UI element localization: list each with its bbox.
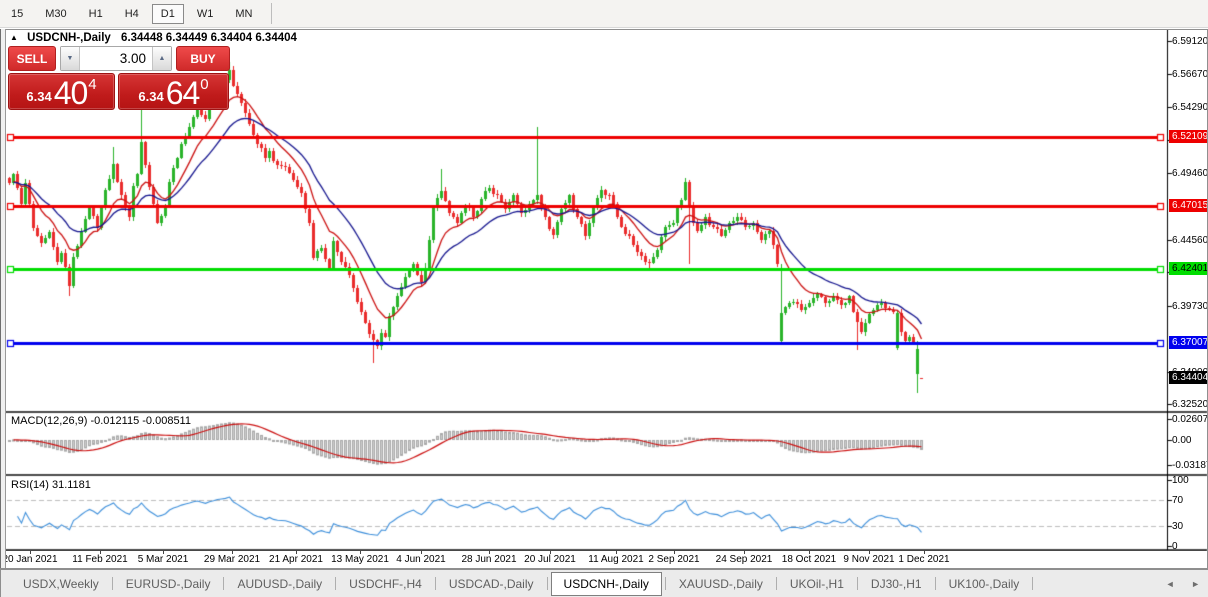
date-axis-label: 29 Mar 2021 bbox=[203, 554, 261, 565]
chart-tab-usdcad-daily[interactable]: USDCAD-,Daily bbox=[448, 576, 534, 591]
sell-price-prefix: 6.34 bbox=[26, 89, 52, 104]
date-axis-tick-mark bbox=[674, 551, 675, 554]
date-axis: 20 Jan 2021 11 Feb 2021 5 Mar 2021 29 Mar 2… bbox=[0, 551, 1208, 568]
volume-increase-button[interactable]: ▲ bbox=[152, 47, 171, 70]
timeframe-button-h1[interactable]: H1 bbox=[80, 4, 112, 24]
date-axis-label: 1 Dec 2021 bbox=[898, 554, 950, 565]
window-left-border bbox=[0, 29, 6, 569]
volume-decrease-button[interactable]: ▼ bbox=[61, 47, 80, 70]
date-axis-tick-mark bbox=[360, 551, 361, 554]
buy-price-prefix: 6.34 bbox=[138, 89, 164, 104]
chart-tab-dj30-h1[interactable]: DJ30-,H1 bbox=[870, 576, 922, 591]
window-bottom-border bbox=[0, 568, 1208, 569]
tab-separator bbox=[775, 577, 777, 590]
chart-window: 6.59120 6.56670 6.54290 6.51840 6.49460 6.445… bbox=[0, 29, 1208, 569]
sell-button[interactable]: SELL bbox=[8, 46, 56, 71]
chevron-up-icon: ▲ bbox=[158, 55, 166, 62]
chart-tab-ukoil-h1[interactable]: UKOil-,H1 bbox=[789, 576, 844, 591]
timeframe-button-d1[interactable]: D1 bbox=[151, 3, 184, 24]
timeframe-button-h4[interactable]: H4 bbox=[116, 4, 148, 24]
chart-tab-usdx-weekly[interactable]: USDX,Weekly bbox=[23, 576, 99, 591]
date-axis-label: 24 Sep 2021 bbox=[715, 554, 773, 565]
date-axis-label: 13 May 2021 bbox=[331, 554, 389, 565]
chart-tab-usdchf-h4[interactable]: USDCHF-,H4 bbox=[349, 576, 422, 591]
chart-title: ▲ USDCNH-,Daily 6.34448 6.34449 6.34404 … bbox=[10, 32, 297, 44]
toolbar-separator bbox=[271, 3, 273, 24]
date-axis-label: 2 Sep 2021 bbox=[648, 554, 700, 565]
date-axis-tick-mark bbox=[869, 551, 870, 554]
date-axis-tick-mark bbox=[100, 551, 101, 554]
date-axis-label: 4 Jun 2021 bbox=[396, 554, 446, 565]
date-axis-tick-mark bbox=[550, 551, 551, 554]
tab-separator bbox=[664, 577, 666, 590]
rsi-indicator-label: RSI(14) 31.1181 bbox=[11, 479, 91, 491]
chart-tabs: USDX,Weekly EURUSD-,Daily AUDUSD-,Daily USD… bbox=[1, 570, 1208, 597]
tab-separator bbox=[335, 577, 337, 590]
date-axis-label: 20 Jan 2021 bbox=[2, 554, 58, 565]
date-axis-tick-mark bbox=[163, 551, 164, 554]
date-axis-tick-mark bbox=[296, 551, 297, 554]
tab-scroll-controls: ◄ ► bbox=[1152, 579, 1200, 589]
date-axis-label: 18 Oct 2021 bbox=[781, 554, 837, 565]
macd-indicator-label: MACD(12,26,9) -0.012115 -0.008511 bbox=[11, 415, 191, 427]
date-axis-tick-mark bbox=[421, 551, 422, 554]
volume-stepper: ▼ ▲ bbox=[60, 46, 172, 71]
sell-price-big-digits: 40 bbox=[53, 75, 89, 111]
chart-tab-usdcnh-daily[interactable]: USDCNH-,Daily bbox=[550, 571, 662, 596]
date-axis-label: 5 Mar 2021 bbox=[137, 554, 189, 565]
tab-scroll-right-icon[interactable]: ► bbox=[1191, 579, 1200, 589]
tab-separator bbox=[111, 577, 113, 590]
window-top-border bbox=[0, 29, 1208, 30]
buy-price-pipette: 0 bbox=[200, 76, 209, 93]
date-axis-label: 28 Jun 2021 bbox=[461, 554, 517, 565]
date-axis-tick-mark bbox=[744, 551, 745, 554]
buy-price-big-digits: 64 bbox=[165, 75, 201, 111]
tab-separator bbox=[934, 577, 936, 590]
date-axis-tick-mark bbox=[616, 551, 617, 554]
volume-input[interactable] bbox=[80, 47, 152, 70]
tab-separator bbox=[856, 577, 858, 590]
order-controls-row: SELL ▼ ▲ BUY bbox=[8, 46, 232, 71]
date-axis-tick-mark bbox=[30, 551, 31, 554]
date-axis-label: 11 Feb 2021 bbox=[72, 554, 128, 565]
tab-separator bbox=[434, 577, 436, 590]
tab-separator bbox=[223, 577, 225, 590]
date-axis-tick-mark bbox=[489, 551, 490, 554]
chart-tab-uk100-daily[interactable]: UK100-,Daily bbox=[948, 576, 1020, 591]
chart-tab-bar: USDX,Weekly EURUSD-,Daily AUDUSD-,Daily USD… bbox=[0, 569, 1208, 597]
chevron-down-icon: ▼ bbox=[66, 55, 74, 62]
price-chart-canvas[interactable] bbox=[0, 29, 1208, 551]
date-axis-tick-mark bbox=[809, 551, 810, 554]
tab-separator bbox=[1032, 577, 1034, 590]
chart-tab-audusd-daily[interactable]: AUDUSD-,Daily bbox=[237, 576, 323, 591]
bid-ask-prices-row: 6.34 40 4 6.34 64 0 bbox=[8, 73, 232, 110]
date-axis-label: 21 Apr 2021 bbox=[269, 554, 323, 565]
chart-symbol-label: USDCNH-,Daily bbox=[27, 32, 111, 44]
chart-tab-eurusd-daily[interactable]: EURUSD-,Daily bbox=[125, 576, 211, 591]
tab-separator bbox=[546, 577, 548, 590]
timeframe-button-mn[interactable]: MN bbox=[226, 4, 261, 24]
date-axis-label: 9 Nov 2021 bbox=[843, 554, 895, 565]
timeframe-button-m30[interactable]: M30 bbox=[36, 4, 75, 24]
sell-price-button[interactable]: 6.34 40 4 bbox=[8, 73, 115, 110]
timeframe-toolbar: 15 M30 H1 H4 D1 W1 MN bbox=[0, 0, 1208, 28]
date-axis-label: 20 Jul 2021 bbox=[524, 554, 576, 565]
date-axis-tick-mark bbox=[924, 551, 925, 554]
chart-tab-xauusd-daily[interactable]: XAUUSD-,Daily bbox=[678, 576, 763, 591]
chart-ohlc-quotes: 6.34448 6.34449 6.34404 6.34404 bbox=[121, 32, 297, 44]
buy-button[interactable]: BUY bbox=[176, 46, 230, 71]
date-axis-label: 11 Aug 2021 bbox=[588, 554, 644, 565]
sell-price-pipette: 4 bbox=[88, 76, 97, 93]
timeframe-button-w1[interactable]: W1 bbox=[188, 4, 223, 24]
one-click-panel-toggle-icon[interactable]: ▲ bbox=[10, 33, 18, 42]
timeframe-button-m15[interactable]: 15 bbox=[2, 4, 32, 24]
tab-scroll-left-icon[interactable]: ◄ bbox=[1165, 579, 1175, 589]
date-axis-tick-mark bbox=[232, 551, 233, 554]
buy-price-button[interactable]: 6.34 64 0 bbox=[118, 73, 229, 110]
